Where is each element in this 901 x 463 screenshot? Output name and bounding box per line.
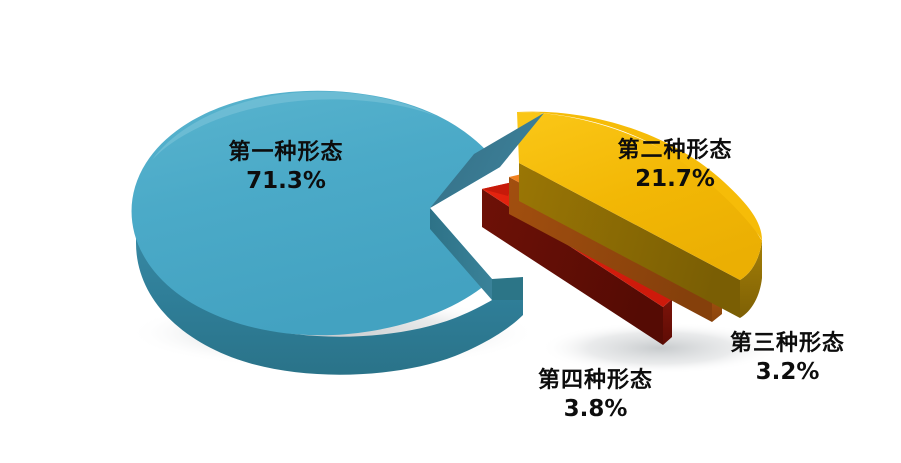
pie-label-3-value: 3.2% <box>755 358 820 385</box>
pie-label-4-value: 3.8% <box>563 395 628 422</box>
pie-slice-1-cut-lower <box>430 208 492 300</box>
pie-label-3-name: 第三种形态 <box>729 331 845 356</box>
pie-slice-4-side <box>482 189 663 345</box>
pie-label-1-value: 71.3% <box>246 167 326 194</box>
pie-slice-2 <box>517 111 762 318</box>
pie-label-2: 第二种形态 21.7% <box>580 138 770 193</box>
pie-slice-2-top <box>517 112 762 280</box>
pie-slice-1-top <box>131 90 501 336</box>
pie-slice-1-cut-upper <box>430 113 544 208</box>
pie-slice-1-cut-lip <box>492 277 523 300</box>
pie-label-1-name: 第一种形态 <box>228 140 344 165</box>
pie-slice-1-side <box>136 205 523 375</box>
pie-label-2-name: 第二种形态 <box>617 138 733 163</box>
pie-slice-2-side-arc <box>740 240 762 318</box>
pie-label-1: 第一种形态 71.3% <box>186 140 386 195</box>
pie-label-4: 第四种形态 3.8% <box>508 368 683 423</box>
pie-slice-2-top-bulge <box>517 111 762 240</box>
pie-label-3: 第三种形态 3.2% <box>700 331 875 386</box>
pie-shadow-right <box>540 322 780 374</box>
pie-label-4-name: 第四种形态 <box>537 368 653 393</box>
pie-slice-1 <box>131 90 544 375</box>
pie-label-2-value: 21.7% <box>635 165 715 192</box>
pie-slice-4-rim <box>663 299 672 345</box>
pie-slice-2-side-cut <box>519 163 740 318</box>
pie-slice-4-top-apex <box>482 182 513 196</box>
